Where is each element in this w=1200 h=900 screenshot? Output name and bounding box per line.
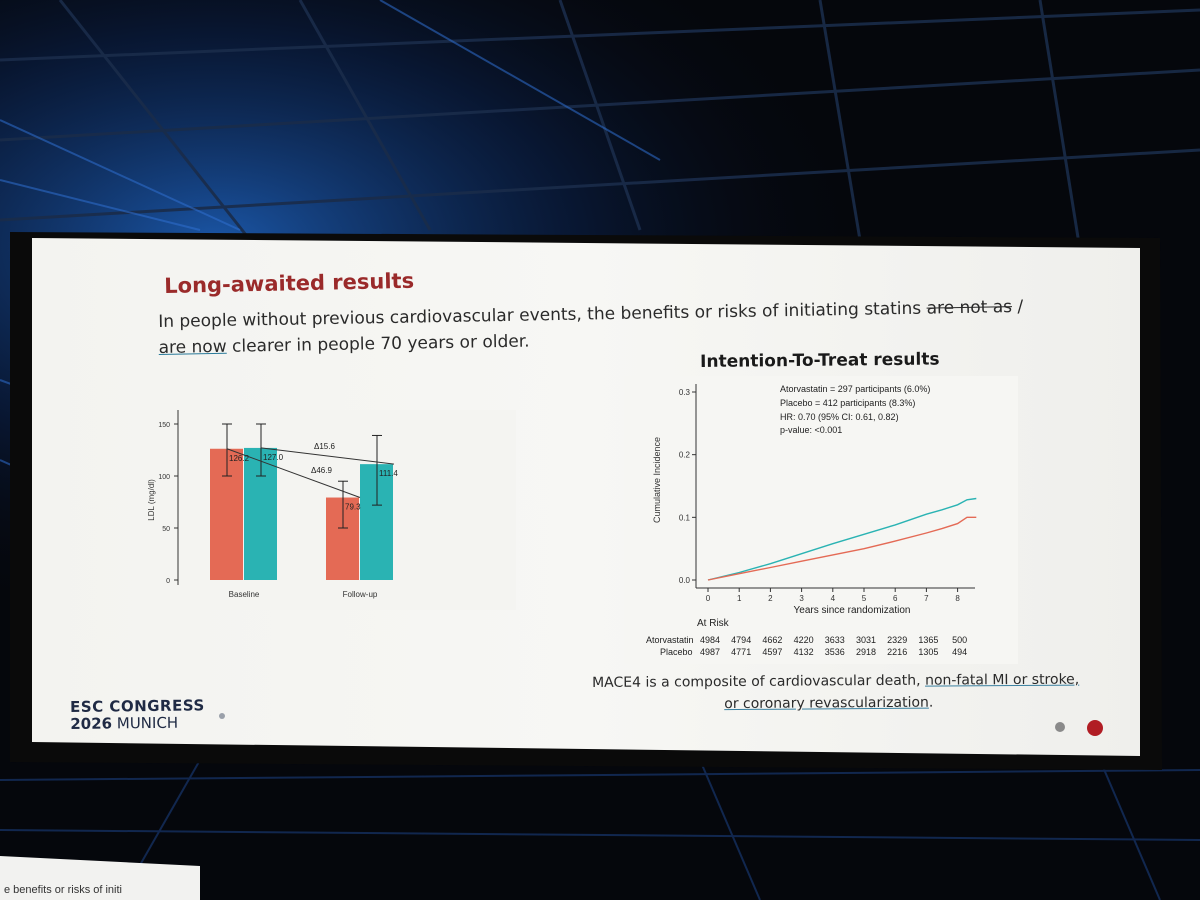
mace-prefix: MACE4 is a composite of cardiovascular d… (592, 672, 926, 691)
at-risk-value: 4771 (731, 647, 751, 657)
km-series-line (707, 516, 977, 581)
at-risk-value: 4984 (700, 635, 720, 645)
km-x-tick-label: 7 (924, 594, 929, 603)
ldl-y-axis-label: LDL (mg/dl) (147, 479, 156, 521)
thumbnail-caption: e benefits or risks of initi (4, 884, 122, 896)
esc-year: 2026 (70, 714, 113, 733)
at-risk-value: 4220 (794, 635, 814, 645)
km-x-tick-label: 8 (955, 594, 960, 603)
at-risk-value: 494 (952, 647, 967, 657)
ldl-connector (226, 448, 361, 498)
esc-city: MUNICH (111, 713, 179, 733)
at-risk-value: 4987 (700, 647, 720, 657)
km-legend-line-4: p-value: <0.001 (780, 425, 842, 435)
thumbnail-monitor (0, 856, 200, 900)
at-risk-header: At Risk (697, 618, 730, 629)
slide-nav-dots (1055, 720, 1103, 736)
at-risk-value: 500 (952, 635, 967, 645)
ldl-category-label: Baseline (229, 590, 260, 599)
at-risk-value: 3633 (825, 635, 845, 645)
lead-underlined-text: are now (158, 336, 227, 358)
km-y-tick-label: 0.3 (679, 388, 691, 397)
km-legend-line-2: Placebo = 412 participants (8.3%) (780, 398, 915, 408)
ldl-y-tick-label: 0 (166, 578, 170, 585)
km-x-tick-label: 1 (737, 594, 742, 603)
km-legend-line-3: HR: 0.70 (95% CI: 0.61, 0.82) (780, 412, 899, 422)
km-curve-chart: Cumulative Incidence Years since randomi… (646, 384, 977, 657)
km-legend-line-1: Atorvastatin = 297 participants (6.0%) (780, 384, 930, 394)
at-risk-value: 2329 (887, 635, 907, 645)
at-risk-value: 1305 (918, 647, 938, 657)
ldl-value-label: 79.3 (345, 503, 361, 512)
ldl-delta-label: Δ46.9 (311, 466, 332, 475)
km-x-tick-label: 5 (862, 594, 867, 603)
lead-struck-text: are not as (926, 297, 1013, 319)
itt-title: Intention-To-Treat results (700, 349, 940, 372)
km-y-axis-label: Cumulative Incidence (652, 437, 662, 523)
footer-dot (219, 713, 225, 719)
km-x-tick-label: 2 (768, 594, 773, 603)
itt-chart-panel (624, 376, 1018, 664)
at-risk-value: 3536 (825, 647, 845, 657)
mace-underlined-1: non-fatal MI or stroke, (924, 671, 1080, 689)
km-x-axis-label: Years since randomization (794, 605, 911, 616)
km-series-line (707, 497, 977, 581)
km-x-tick-label: 3 (799, 594, 804, 603)
esc-congress-logo: ESC CONGRESS 2026 MUNICH (70, 696, 205, 733)
ldl-value-label: 126.2 (229, 454, 250, 463)
nav-dot-current[interactable] (1087, 720, 1103, 736)
at-risk-value: 4794 (731, 635, 751, 645)
lead-text-part-2: clearer in people 70 years or older. (226, 331, 530, 357)
ldl-bar-chart: LDL (mg/dl) 0 50 100 150 126.2 79.3 127.0 111.4… (147, 410, 398, 599)
mace-suffix: . (928, 694, 934, 711)
ldl-value-label: 111.4 (379, 469, 398, 478)
ldl-connector (260, 447, 395, 465)
at-risk-value: 2918 (856, 647, 876, 657)
km-x-tick-label: 0 (706, 594, 711, 603)
nav-dot-previous[interactable] (1055, 722, 1065, 732)
ldl-delta-label: Δ15.6 (314, 442, 335, 451)
at-risk-value: 2216 (887, 647, 907, 657)
mace-underlined-2: or coronary revascularization (724, 694, 929, 713)
mace-definition: MACE4 is a composite of cardiovascular d… (592, 669, 1079, 716)
km-x-tick-label: 6 (893, 594, 898, 603)
km-y-tick-label: 0.2 (679, 451, 691, 460)
lead-slash: / (1011, 296, 1024, 318)
ldl-y-tick-label: 50 (162, 526, 170, 533)
at-risk-label-placebo: Placebo (660, 647, 693, 657)
ldl-category-label: Follow-up (343, 590, 378, 599)
ldl-value-label: 127.0 (263, 453, 284, 462)
at-risk-label-atorvastatin: Atorvastatin (646, 635, 694, 645)
km-x-tick-label: 4 (831, 594, 836, 603)
at-risk-value: 3031 (856, 635, 876, 645)
at-risk-value: 1365 (918, 635, 938, 645)
km-y-tick-label: 0.1 (679, 513, 691, 522)
ldl-y-tick-label: 100 (158, 474, 170, 481)
ldl-y-tick-label: 150 (158, 422, 170, 429)
at-risk-value: 4132 (794, 647, 814, 657)
km-y-tick-label: 0.0 (679, 576, 691, 585)
at-risk-value: 4597 (762, 647, 782, 657)
at-risk-value: 4662 (762, 635, 782, 645)
